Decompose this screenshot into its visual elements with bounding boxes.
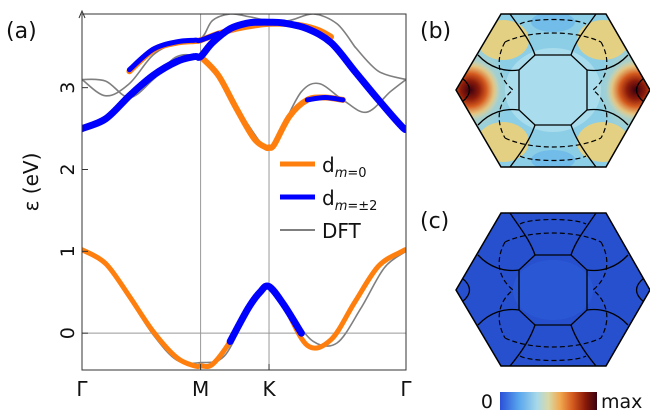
colorbar: 0 max bbox=[481, 391, 643, 413]
y-axis-label: ε (eV) bbox=[19, 153, 43, 212]
xtick-label: Γ bbox=[400, 377, 412, 401]
brillouin-zone-heatmap-b bbox=[456, 14, 650, 167]
panel-label-b: (b) bbox=[420, 19, 451, 44]
legend-label-dft: DFT bbox=[322, 219, 362, 243]
ytick-label: 0 bbox=[57, 327, 79, 339]
colorbar-min-label: 0 bbox=[481, 391, 493, 413]
series-lower-band bbox=[82, 247, 406, 370]
colorbar-max-label: max bbox=[601, 391, 642, 413]
panel-label-c: (c) bbox=[420, 209, 449, 234]
series-dft-4 bbox=[354, 45, 406, 81]
series-upper-band-alt bbox=[126, 31, 221, 73]
ytick-label: 3 bbox=[57, 82, 79, 94]
xtick-label: M bbox=[192, 377, 209, 401]
xtick-label: K bbox=[262, 377, 276, 401]
plot-frame bbox=[81, 13, 407, 371]
band-structure-panel: 0 1 2 3 Γ M K Γε (eV) bbox=[19, 9, 412, 401]
legend-label-m0: dm=0 bbox=[322, 153, 367, 181]
series-upper-band-2 bbox=[197, 53, 346, 152]
series-upper-band-alt2 bbox=[304, 95, 346, 103]
ytick-label: 2 bbox=[57, 163, 79, 175]
series-lower-band-bulge bbox=[226, 282, 305, 345]
hexagon-outline-c bbox=[455, 212, 650, 367]
brillouin-zone-heatmap-c bbox=[456, 213, 650, 366]
legend: dm=0 dm=±2 DFT bbox=[280, 153, 377, 243]
ytick-label: 1 bbox=[57, 245, 79, 257]
series-dft-1 bbox=[82, 250, 406, 365]
hexagon-outline-b bbox=[455, 13, 650, 168]
series-upper-band-main bbox=[82, 18, 406, 133]
colorbar-gradient bbox=[500, 392, 597, 410]
legend-label-m2: dm=±2 bbox=[322, 186, 377, 214]
panel-label-a: (a) bbox=[6, 19, 37, 44]
axis-arrow bbox=[78, 9, 86, 19]
xtick-label: Γ bbox=[76, 377, 88, 401]
